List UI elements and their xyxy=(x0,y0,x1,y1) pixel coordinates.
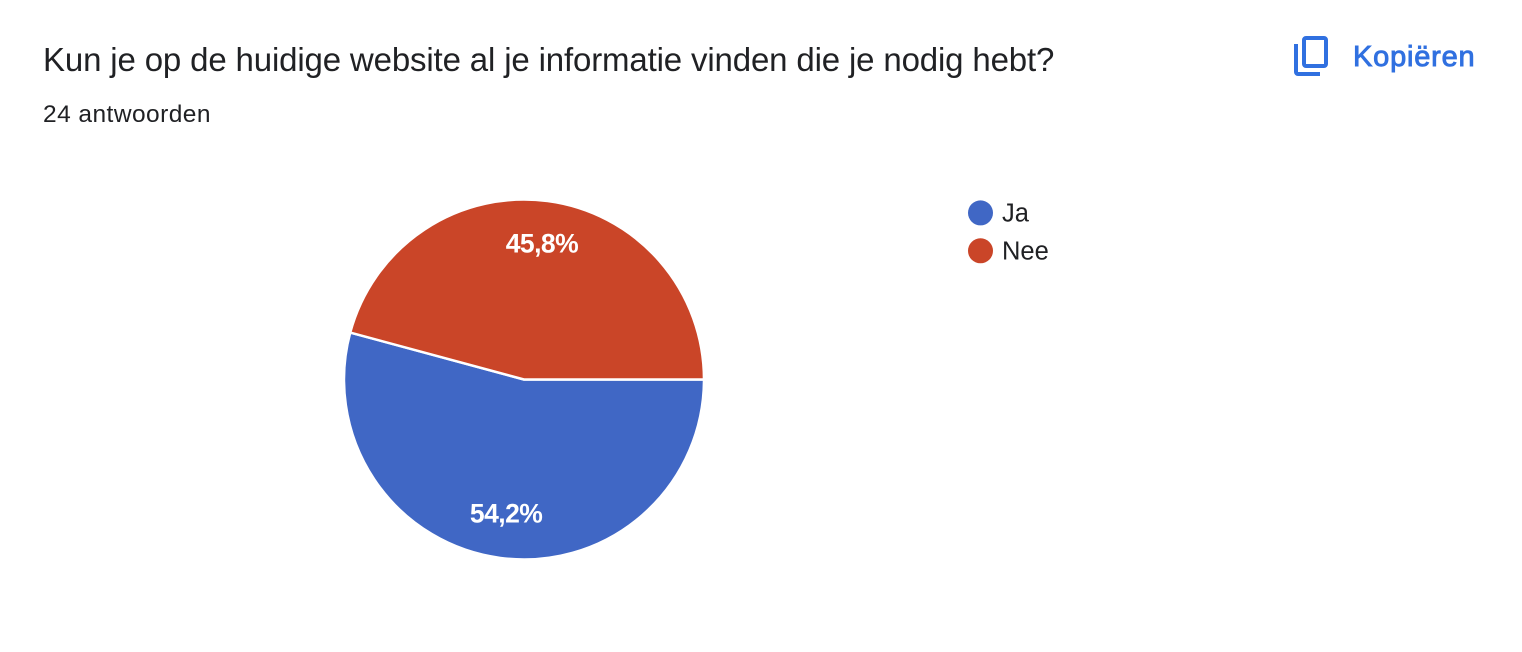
svg-text:Nee: Nee xyxy=(1002,238,1049,266)
svg-text:54,2%: 54,2% xyxy=(470,499,542,529)
svg-text:Ja: Ja xyxy=(1002,200,1030,228)
svg-text:45,8%: 45,8% xyxy=(506,229,578,259)
